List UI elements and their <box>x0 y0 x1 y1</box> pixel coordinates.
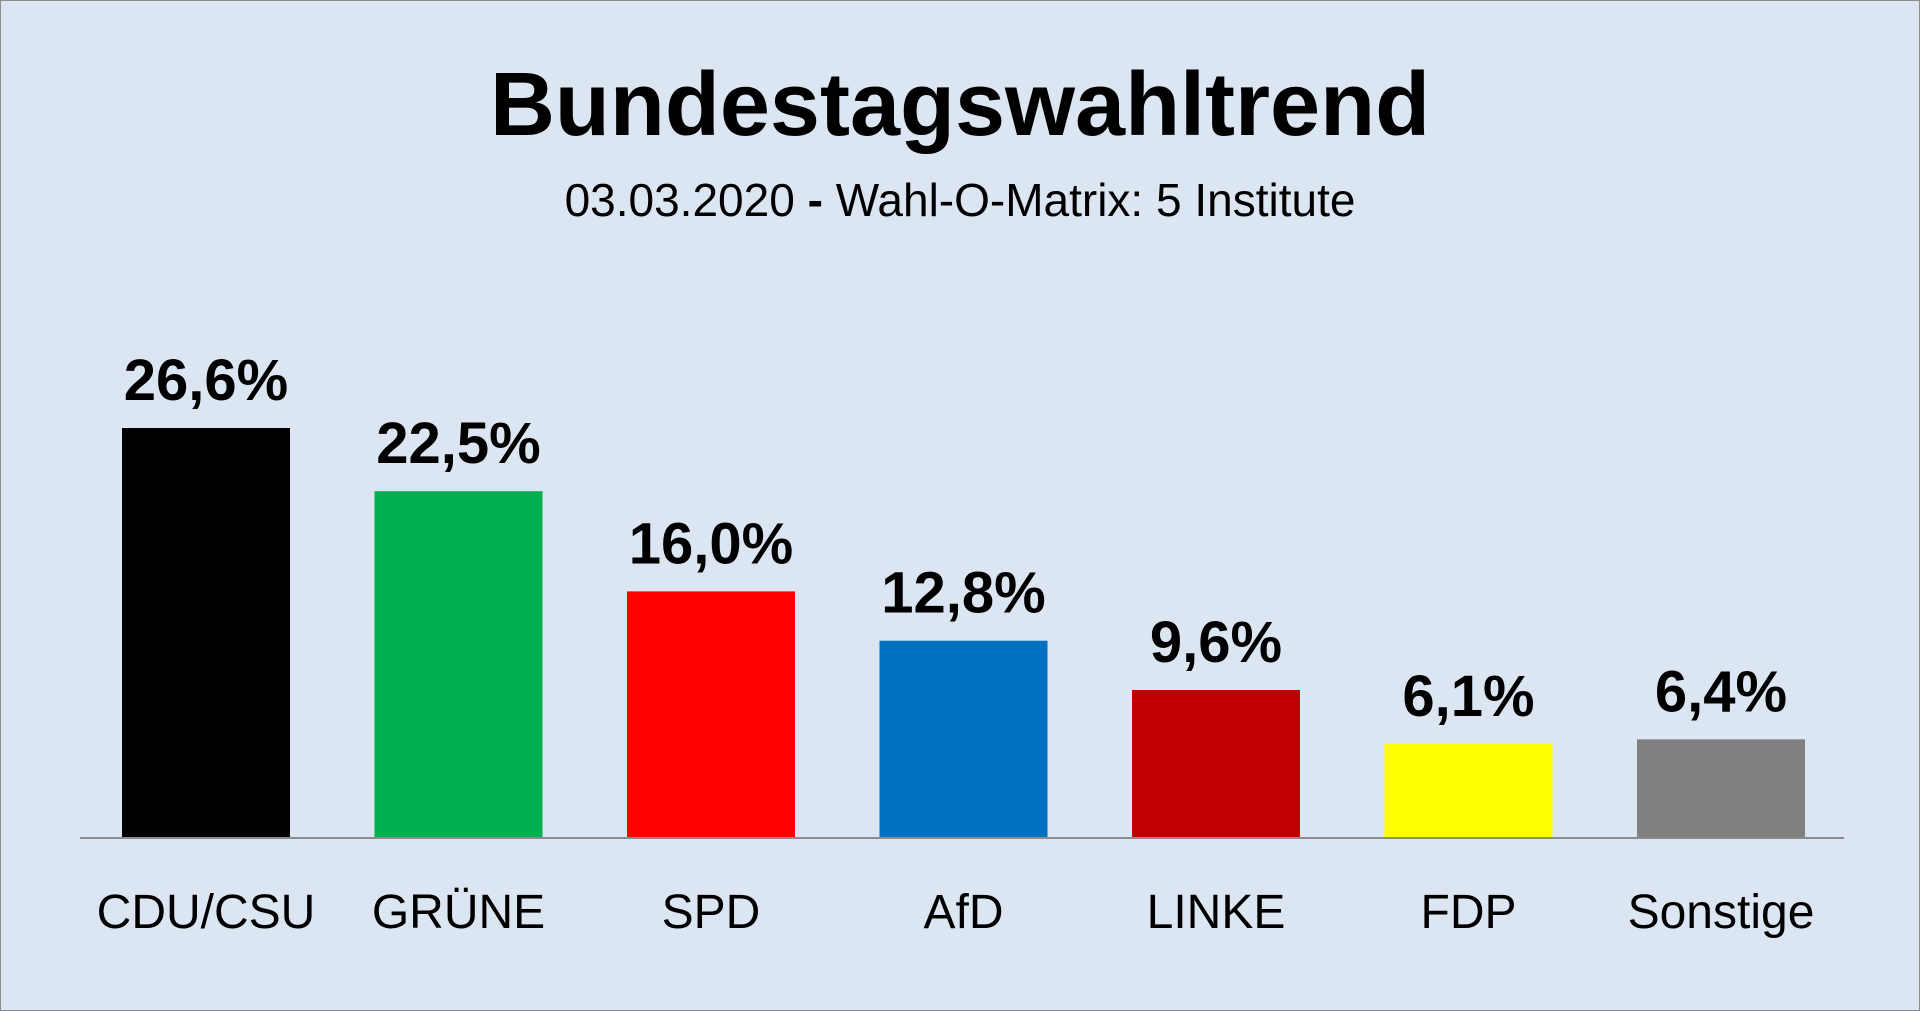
bar-cdu-csu <box>122 428 290 838</box>
bar-spd <box>627 591 795 838</box>
value-label-afd: 12,8% <box>881 561 1045 626</box>
category-labels-group: CDU/CSU GRÜNE SPD AfD LINKE FDP Sonstige <box>97 886 1815 939</box>
category-label-gruene: GRÜNE <box>372 886 545 939</box>
category-label-fdp: FDP <box>1421 886 1517 939</box>
subtitle-source: Wahl-O-Matrix: 5 Institute <box>835 174 1356 226</box>
value-label-fdp: 6,1% <box>1402 664 1534 729</box>
category-label-linke: LINKE <box>1147 886 1286 939</box>
value-label-gruene: 22,5% <box>376 411 540 476</box>
category-label-sonstige: Sonstige <box>1628 886 1815 939</box>
subtitle-date: 03.03.2020 <box>564 174 795 226</box>
bar-fdp <box>1384 743 1553 838</box>
value-label-linke: 9,6% <box>1150 610 1282 675</box>
subtitle-separator: - <box>807 174 823 226</box>
category-label-cdu-csu: CDU/CSU <box>97 886 316 939</box>
category-label-spd: SPD <box>662 886 761 939</box>
chart-subtitle: 03.03.2020 - Wahl-O-Matrix: 5 Institute <box>0 172 1920 228</box>
bar-sonstige <box>1637 739 1805 838</box>
chart-title: Bundestagswahltrend <box>489 55 1431 155</box>
value-label-sonstige: 6,4% <box>1655 659 1787 724</box>
bars-group <box>122 428 1805 838</box>
bar-gruene <box>374 491 543 838</box>
value-label-spd: 16,0% <box>629 511 793 576</box>
bar-linke <box>1132 690 1300 838</box>
category-label-afd: AfD <box>923 886 1003 939</box>
value-label-cdu-csu: 26,6% <box>124 348 288 413</box>
value-labels-group: 26,6% 22,5% 16,0% 12,8% 9,6% 6,1% 6,4% <box>124 348 1787 729</box>
bar-afd <box>879 640 1048 838</box>
